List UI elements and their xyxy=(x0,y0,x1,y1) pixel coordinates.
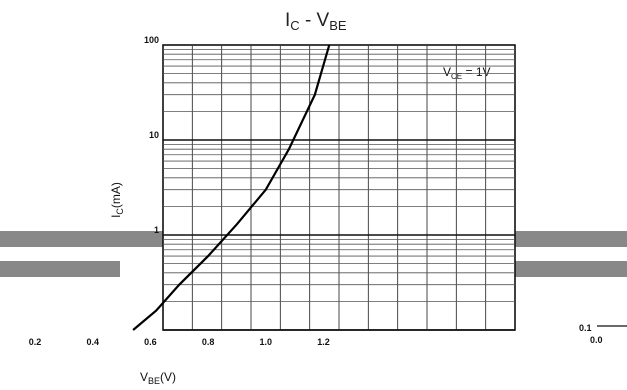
x-tick-label: 1.2 xyxy=(317,337,330,347)
x-tick-low: 0.0 xyxy=(590,335,603,345)
chart-title: IC - VBE xyxy=(285,10,347,33)
grid xyxy=(0,44,627,331)
x-ticks: 0.2 0.4 0.6 0.8 1.0 1.2 xyxy=(29,337,330,347)
y-tick-label: 100 xyxy=(144,35,159,45)
x-tick-label: 0.2 xyxy=(29,337,42,347)
y-tick-label: 10 xyxy=(149,130,159,140)
x-tick-label: 1.0 xyxy=(260,337,273,347)
x-axis-label: VBE(V) xyxy=(140,370,176,386)
series-line xyxy=(132,44,331,331)
x-tick-label: 0.4 xyxy=(86,337,99,347)
vce-annotation: VCE = 1V xyxy=(443,65,491,81)
y-axis-label: IC(mA) xyxy=(109,182,125,218)
y-tick-low: 0.1 xyxy=(579,323,592,333)
x-tick-label: 0.6 xyxy=(144,337,157,347)
y-tick-label: 1 xyxy=(154,225,159,235)
series xyxy=(132,44,331,331)
y-ticks: 100 10 1 xyxy=(144,35,159,235)
x-tick-label: 0.8 xyxy=(202,337,215,347)
